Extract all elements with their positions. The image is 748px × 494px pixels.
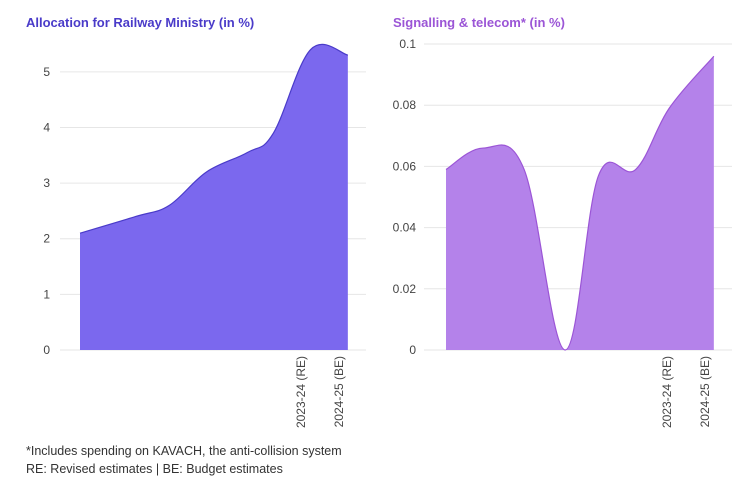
left-chart-title: Allocation for Railway Ministry (in %) [26,15,255,30]
x-tick-label: 2024-25 (BE) [698,356,712,427]
x-tick-label: 2023-24 (RE) [660,356,674,428]
y-tick-label: 0.04 [393,221,417,235]
y-tick-label: 0.02 [393,282,417,296]
y-tick-label: 3 [43,176,50,190]
y-tick-label: 4 [43,120,50,134]
area-line [79,43,349,234]
railway-allocation-chart: 0 1 2 3 4 5 2023-24 (RE) 2024-25 (BE) [43,43,366,428]
right-chart-title: Signalling & telecom* (in %) [393,15,565,30]
footnote-kavach: *Includes spending on KAVACH, the anti-c… [26,444,342,458]
y-tick-label: 0.08 [393,98,417,112]
area-fill [446,56,714,351]
y-tick-label: 1 [43,287,50,301]
area-line [445,55,715,351]
y-tick-label: 5 [43,65,50,79]
area-fill [80,44,348,350]
footnotes: *Includes spending on KAVACH, the anti-c… [26,442,342,478]
y-tick-label: 0 [409,343,416,357]
signalling-telecom-chart: 0 0.02 0.04 0.06 0.08 0.1 2023-24 (RE) 2024-25 … [393,37,732,428]
x-tick-label: 2024-25 (BE) [332,356,346,427]
y-tick-label: 0.1 [399,37,416,51]
y-tick-label: 0.06 [393,159,417,173]
y-tick-label: 0 [43,343,50,357]
x-tick-label: 2023-24 (RE) [294,356,308,428]
y-tick-label: 2 [43,232,50,246]
footnote-abbreviations: RE: Revised estimates | BE: Budget estim… [26,462,283,476]
